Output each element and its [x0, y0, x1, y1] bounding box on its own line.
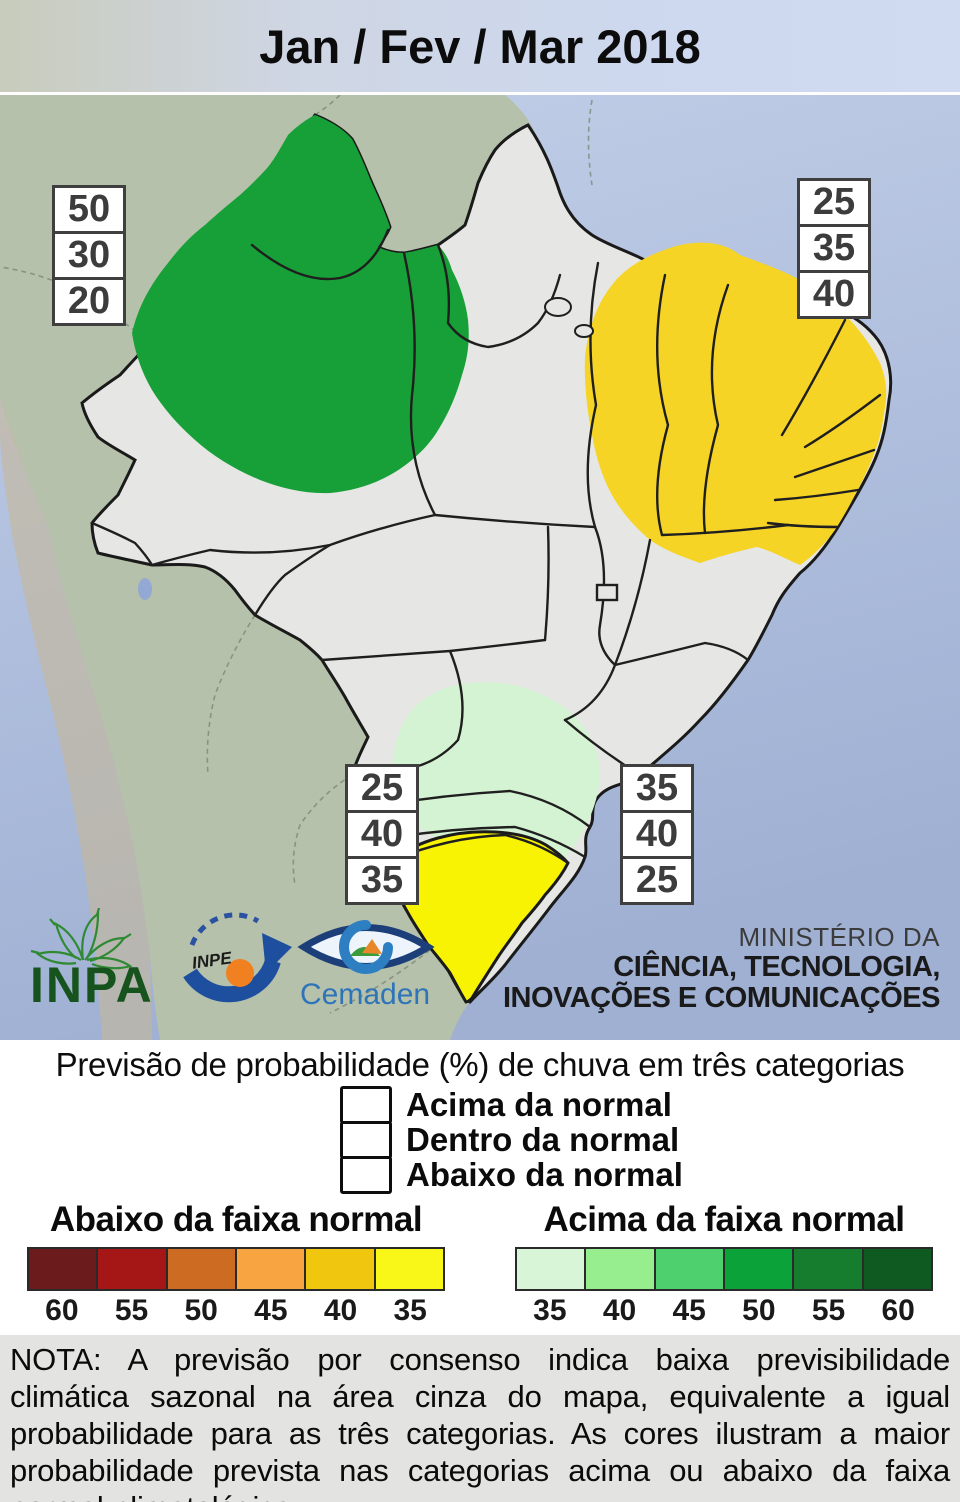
cemaden-eye-icon [297, 920, 435, 974]
ministry-line2: CIÊNCIA, TECNOLOGIA, [613, 951, 940, 983]
scale-value: 60 [45, 1294, 79, 1327]
note-text: NOTA: A previsão por consenso indica bai… [10, 1342, 950, 1502]
legend-swatch-dentro [340, 1121, 392, 1159]
scale-value: 55 [114, 1294, 149, 1327]
scale-above-title: Acima da faixa normal [543, 1200, 905, 1239]
scale-value: 35 [393, 1294, 427, 1327]
prob-value: 35 [623, 767, 691, 813]
scale-above-normal: Acima da faixa normal 35 40 45 50 55 60 [488, 1200, 960, 1328]
region-rio-grande-do-sul-below-normal [388, 830, 570, 1004]
inpa-plant-icon [30, 908, 133, 970]
color-swatch [515, 1247, 587, 1291]
lake-titicaca [138, 578, 152, 600]
scale-value: 40 [602, 1294, 637, 1327]
legend-swatch-abaixo [340, 1156, 392, 1194]
note-section: NOTA: A previsão por consenso indica bai… [0, 1332, 960, 1502]
prob-value: 20 [55, 280, 123, 323]
legend-row: Dentro da normal [340, 1121, 683, 1159]
color-swatch [373, 1247, 445, 1291]
inpe-logo: INPE [170, 903, 305, 1028]
prob-value: 40 [623, 813, 691, 859]
prob-box-northwest: 50 30 20 [52, 185, 126, 326]
color-swatch [165, 1247, 237, 1291]
prob-value: 25 [800, 181, 868, 227]
scale-above-bar [515, 1247, 933, 1291]
scale-value: 45 [672, 1294, 706, 1327]
inpe-swirl-icon [183, 912, 292, 1003]
prob-value: 25 [348, 767, 416, 813]
prob-value: 35 [348, 859, 416, 902]
color-swatch [96, 1247, 168, 1291]
ministry-logotype: MINISTÉRIO DA CIÊNCIA, TECNOLOGIA, INOVA… [500, 922, 941, 1014]
scale-below-title: Abaixo da faixa normal [49, 1200, 423, 1239]
legend-label: Acima da normal [406, 1086, 672, 1123]
scale-below-values: 60 55 50 45 40 35 [27, 1294, 445, 1328]
scale-value: 50 [184, 1294, 218, 1327]
cemaden-logo: Cemaden [296, 912, 436, 1022]
amazon-delta-island [574, 324, 594, 338]
legend-section: Previsão de probabilidade (%) de chuva e… [0, 1040, 960, 1332]
legend-label: Dentro da normal [406, 1121, 680, 1158]
legend-swatch-acima [340, 1086, 392, 1124]
ministry-line1: MINISTÉRIO DA [738, 922, 940, 952]
prob-box-south-inland: 25 40 35 [345, 764, 419, 905]
legend-title: Previsão de probabilidade (%) de chuva e… [55, 1046, 905, 1083]
scale-value: 35 [533, 1294, 567, 1327]
region-northeast-below-normal [584, 242, 887, 565]
prob-value: 30 [55, 234, 123, 280]
scale-below-bar [27, 1247, 445, 1291]
scale-value: 45 [254, 1294, 288, 1327]
prob-value: 35 [800, 227, 868, 273]
region-south-above-normal-light [392, 682, 600, 857]
color-swatch [861, 1247, 933, 1291]
distrito-federal [595, 583, 619, 602]
prob-value: 25 [623, 859, 691, 902]
country-borders [0, 95, 593, 1014]
andes-texture [0, 397, 152, 1040]
prob-box-northeast: 25 35 40 [797, 178, 871, 319]
scale-value: 40 [323, 1294, 358, 1327]
ministry-line3: INOVAÇÕES E COMUNICAÇÕES [502, 982, 941, 1014]
legend-row: Abaixo da normal [340, 1156, 683, 1194]
title-band: Jan / Fev / Mar 2018 [0, 0, 960, 95]
color-swatch [27, 1247, 99, 1291]
color-swatch [234, 1247, 307, 1291]
prob-box-south-coast: 35 40 25 [620, 764, 694, 905]
color-swatch [304, 1247, 376, 1291]
scale-below-normal: Abaixo da faixa normal 60 55 50 45 40 35 [0, 1200, 472, 1328]
scale-value: 60 [881, 1294, 915, 1327]
inpa-label: INPA [30, 957, 154, 1013]
scale-value: 50 [742, 1294, 776, 1327]
marajo-island [544, 297, 572, 317]
legend-row: Acima da normal [340, 1086, 683, 1124]
inpa-logo: INPA [8, 908, 178, 1023]
legend-label: Abaixo da normal [406, 1156, 683, 1193]
scale-above-values: 35 40 45 50 55 60 [515, 1294, 933, 1328]
cemaden-label: Cemaden [300, 978, 431, 1011]
region-northwest-above-normal [132, 115, 469, 494]
prob-value: 40 [800, 273, 868, 316]
prob-value: 40 [348, 813, 416, 859]
color-swatch [653, 1247, 725, 1291]
prob-value: 50 [55, 188, 123, 234]
brazil-forecast-map: 50 30 20 25 35 40 25 40 35 35 40 25 [0, 95, 960, 1040]
legend-categories: Acima da normal Dentro da normal Abaixo … [340, 1086, 683, 1194]
page-title: Jan / Fev / Mar 2018 [259, 19, 701, 73]
scale-value: 55 [811, 1294, 846, 1327]
color-swatch [584, 1247, 656, 1291]
color-swatch [722, 1247, 795, 1291]
color-swatch [792, 1247, 864, 1291]
